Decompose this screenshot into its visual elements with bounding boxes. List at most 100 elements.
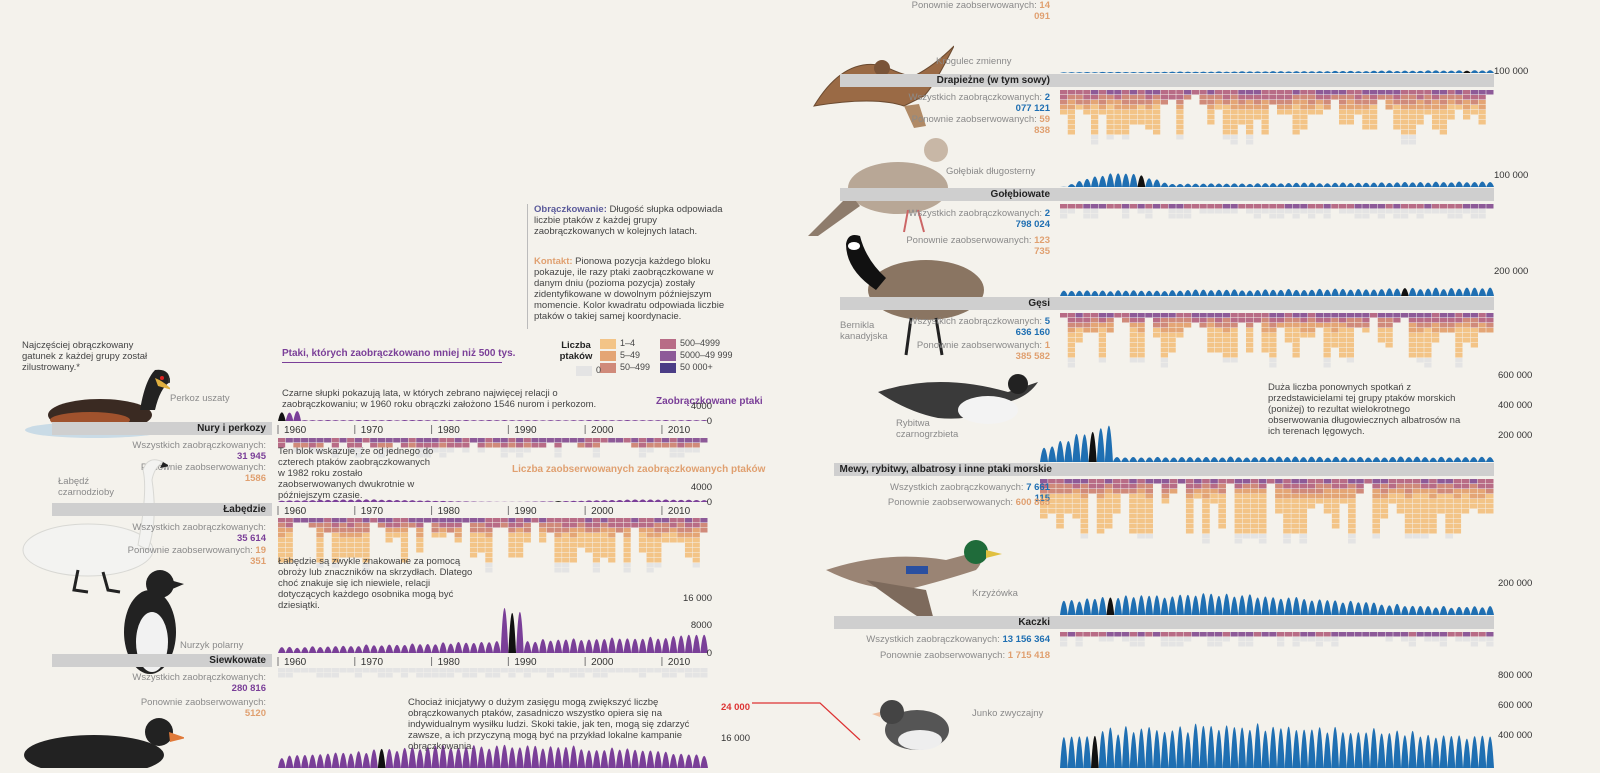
contact-block [1277, 100, 1284, 105]
annual-bar [386, 420, 394, 421]
contact-block [1293, 90, 1300, 95]
contact-block [1324, 353, 1331, 358]
contact-block [1463, 105, 1470, 110]
ymax-ducks: 200 000 [1498, 578, 1540, 589]
contact-block [485, 443, 492, 448]
contact-block [1207, 90, 1214, 95]
contact-block [1091, 135, 1098, 140]
contact-block [1130, 318, 1137, 323]
contact-block [1291, 514, 1299, 519]
contact-block [1445, 484, 1453, 489]
contact-block [1332, 514, 1340, 519]
contact-block [1455, 105, 1462, 110]
contact-block [1429, 509, 1437, 514]
annual-bar [1083, 179, 1091, 187]
contact-block [1316, 100, 1323, 105]
contact-block [1417, 100, 1424, 105]
contact-block [393, 438, 400, 443]
annual-bar [1091, 72, 1099, 73]
contact-block [1275, 494, 1283, 499]
annual-bar [1339, 289, 1347, 296]
contact-block [1409, 353, 1416, 358]
annual-bar [1455, 289, 1463, 296]
contact-block [1145, 204, 1152, 209]
annual-bar [1114, 598, 1122, 615]
contact-block [355, 528, 362, 533]
annual-bar [547, 420, 555, 421]
contact-block [1161, 642, 1168, 647]
contact-block [1300, 90, 1307, 95]
contact-block [1259, 479, 1267, 484]
annual-bar [347, 420, 355, 421]
annual-bar [1370, 289, 1378, 296]
annual-bar [1192, 184, 1200, 187]
contact-block [1091, 209, 1098, 214]
contact-block [1218, 514, 1226, 519]
contact-block [278, 548, 285, 553]
contact-block [570, 533, 577, 538]
contact-block [562, 533, 569, 538]
annual-bar [309, 755, 317, 768]
contact-block [570, 528, 577, 533]
contact-block [1339, 105, 1346, 110]
contact-block [1471, 100, 1478, 105]
contact-block [1107, 135, 1114, 140]
contact-block [324, 438, 331, 443]
contact-block [316, 673, 323, 678]
contact-block [1200, 632, 1207, 637]
annual-bar [1262, 71, 1270, 73]
ylow-seabirds: 200 000 [1498, 430, 1540, 441]
contact-block [616, 523, 623, 528]
annual-bar [1300, 599, 1308, 615]
contact-block [1463, 204, 1470, 209]
contact-block [1347, 318, 1354, 323]
annual-bar [1440, 606, 1448, 615]
contact-block [1235, 499, 1243, 504]
contact-block [1231, 110, 1238, 115]
annual-bar [1215, 290, 1223, 296]
y0-shorebirds: 0 [670, 648, 712, 659]
contact-block [332, 438, 339, 443]
annual-bar [647, 420, 655, 421]
contact-block [1238, 105, 1245, 110]
legend-label: 50–499 [620, 362, 650, 372]
annual-bar [601, 500, 609, 502]
annual-bar [316, 420, 324, 421]
contact-block [1445, 534, 1453, 539]
contact-block [1413, 504, 1421, 509]
contact-block [1138, 110, 1145, 115]
contact-block [693, 563, 700, 568]
legend-count-label: Liczba ptaków [556, 340, 596, 362]
contact-block [1424, 338, 1431, 343]
contact-block [1231, 140, 1238, 145]
contact-block [1448, 209, 1455, 214]
annual-bar [1269, 71, 1277, 73]
resighted-label-seabirds: Ponownie zaobserwowanych: 600 865 [880, 497, 1050, 508]
contact-block [1421, 509, 1429, 514]
contact-block [1275, 484, 1283, 489]
contact-block [1235, 494, 1243, 499]
contact-block [1455, 95, 1462, 100]
contact-block [1429, 524, 1437, 529]
contact-block [1169, 323, 1176, 328]
annual-bar [1269, 597, 1277, 615]
contact-block [1169, 204, 1176, 209]
contact-block [1324, 204, 1331, 209]
contact-block [1445, 524, 1453, 529]
contact-block [1479, 318, 1486, 323]
contact-block [647, 668, 654, 673]
contact-block [1269, 95, 1276, 100]
contact-block [1215, 100, 1222, 105]
year-label: 1980 [438, 425, 461, 436]
contact-block [570, 673, 577, 678]
contact-block [1432, 120, 1439, 125]
contact-block [1169, 343, 1176, 348]
annual-bar [1432, 288, 1440, 296]
contact-block [1060, 95, 1067, 100]
contact-block [1316, 95, 1323, 100]
annual-bar [539, 501, 547, 502]
contact-block [1129, 484, 1137, 489]
annual-bar [1372, 457, 1380, 462]
contact-block [1316, 479, 1324, 484]
contact-block [1362, 313, 1369, 318]
